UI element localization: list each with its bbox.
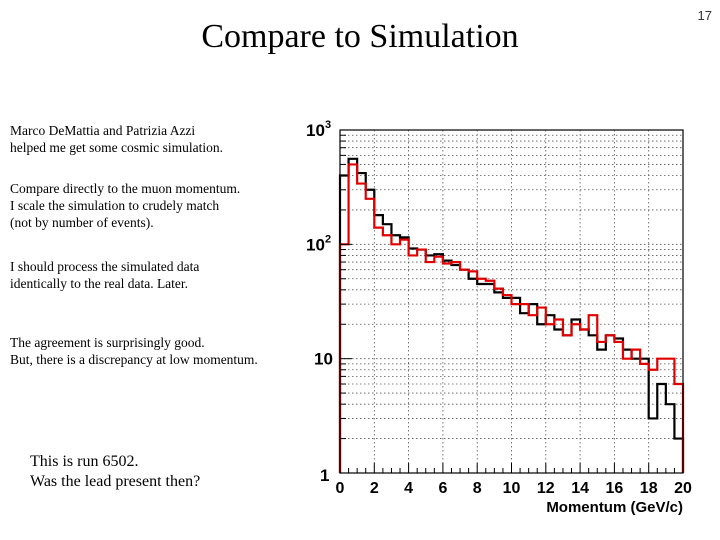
y-tick-label-group: 10 2 [306,233,331,254]
y-tick-label-group: 1 [320,466,329,485]
slide-title: Compare to Simulation [201,18,519,55]
y-tick-label: 10 [306,121,325,140]
y-tick-label: 1 [320,466,329,485]
text-simulation-credit: Marco DeMattia and Patrizia Azzi helped … [10,123,223,155]
x-tick-label: 16 [606,480,624,497]
x-tick-label: 6 [438,480,447,497]
y-tick-label-group: 10 3 [306,119,331,140]
x-tick-label: 8 [473,480,482,497]
x-tick-label: 4 [404,480,413,497]
x-tick-label: 10 [503,480,521,497]
x-tick-label: 14 [571,480,589,497]
text-processing-note: I should process the simulated data iden… [10,259,200,291]
x-tick-label: 2 [370,480,379,497]
text-agreement-note: The agreement is surprisingly good. But,… [10,335,258,367]
histogram-series-simulation [338,163,685,473]
x-tick-label: 18 [640,480,658,497]
y-tick-label: 10 [306,235,325,254]
y-tick-label: 10 [314,350,333,369]
x-axis-label: Momentum (GeV/c) [546,499,683,516]
grid-lines [340,130,683,473]
x-tick-label: 20 [674,480,692,497]
text-run-question: This is run 6502. Was the lead present t… [30,453,201,490]
y-tick-label-group: 10 [314,350,333,369]
text-compare-method: Compare directly to the muon momentum. I… [10,181,241,230]
histogram-series [338,157,685,473]
y-tick-label-exponent: 2 [325,233,331,245]
page-number: 17 [697,8,712,23]
histogram-series-data [338,157,685,473]
x-tick-label: 0 [336,480,345,497]
y-tick-label-exponent: 3 [325,119,331,131]
x-tick-label: 12 [537,480,555,497]
axes [339,129,684,474]
